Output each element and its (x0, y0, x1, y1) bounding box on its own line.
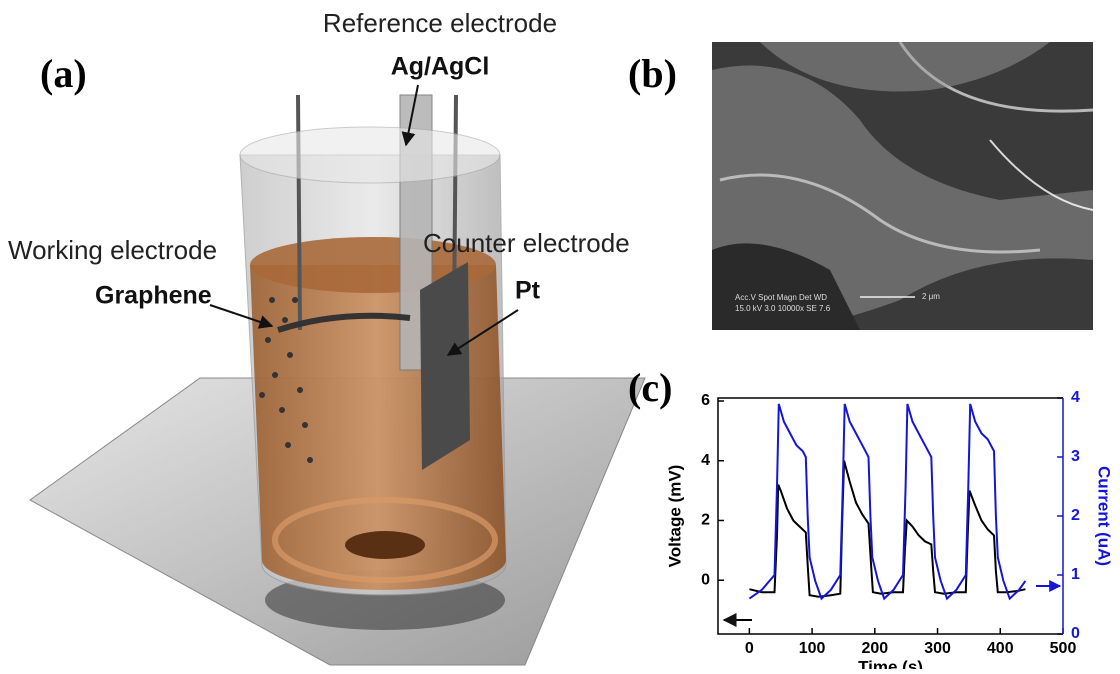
counter-label: Counter electrode (423, 228, 630, 258)
y-tick-label: 0 (701, 571, 710, 588)
y2-tick-label: 3 (1071, 448, 1080, 465)
data-line (749, 461, 1025, 597)
y2-tick-label: 4 (1071, 389, 1080, 406)
x-tick-label: 500 (1050, 640, 1077, 657)
y-tick-label: 6 (701, 392, 710, 409)
sem-image (712, 42, 1093, 330)
sem-info: 15.0 kV 3.0 10000x SE 7.6 (735, 304, 831, 313)
panel-label: (c) (628, 365, 672, 410)
y-axis-label: Voltage (mV) (665, 465, 684, 568)
panel-label: (b) (628, 51, 677, 96)
sem-info: Acc.V Spot Magn Det WD (735, 293, 827, 302)
panel-label: (a) (40, 51, 87, 96)
x-tick-label: 400 (987, 640, 1014, 657)
y-tick-label: 4 (701, 452, 710, 469)
axis-frame (718, 398, 1063, 634)
x-tick-label: 200 (861, 640, 888, 657)
x-axis-label: Time (s) (858, 657, 923, 669)
y2-tick-label: 0 (1071, 625, 1080, 642)
x-tick-label: 300 (924, 640, 951, 657)
y2-axis-label: Current (uA) (1095, 466, 1114, 566)
reference-material: Ag/AgCl (391, 53, 490, 81)
working-label: Working electrode (8, 235, 217, 265)
x-tick-label: 0 (745, 640, 754, 657)
y2-tick-label: 1 (1071, 566, 1080, 583)
counter-material: Pt (515, 277, 541, 305)
y2-tick-label: 2 (1071, 507, 1080, 524)
scale-bar-label: 2 μm (922, 292, 940, 301)
data-line (749, 404, 1025, 599)
schematic (30, 85, 645, 665)
reference-label: Reference electrode (323, 8, 557, 38)
working-material: Graphene (95, 282, 212, 310)
y-tick-label: 2 (701, 512, 710, 529)
x-tick-label: 100 (799, 640, 826, 657)
figure: (a) Reference electrode Ag/AgCl Working … (0, 0, 1120, 669)
